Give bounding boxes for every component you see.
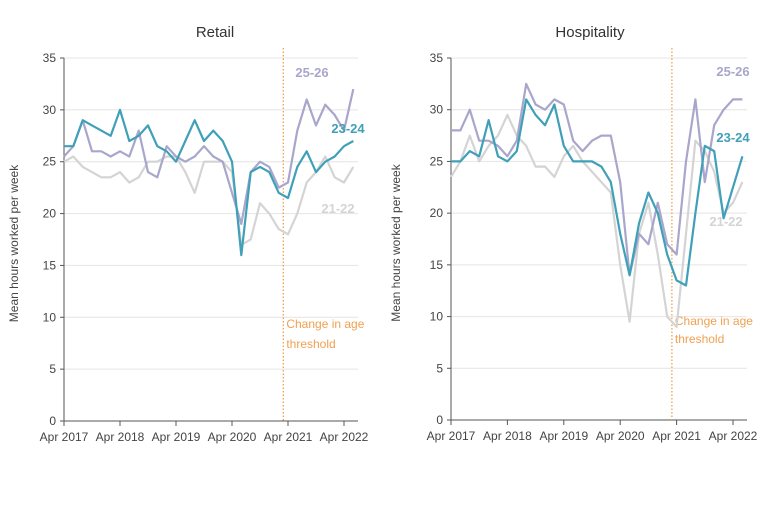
series-label-21-22: 21-22 <box>709 214 742 229</box>
series-line-23-24 <box>64 108 354 257</box>
series-label-21-22: 21-22 <box>321 201 354 216</box>
y-tick-label: 25 <box>43 155 57 169</box>
y-tick-label: 0 <box>436 413 443 427</box>
series-line-21-22 <box>63 155 355 246</box>
y-tick-label: 5 <box>436 361 443 375</box>
x-tick-label: Apr 2022 <box>709 429 758 443</box>
y-axis-label: Mean hours worked per week <box>389 163 403 321</box>
x-tick-label: Apr 2020 <box>208 430 257 444</box>
x-tick-label: Apr 2021 <box>652 429 701 443</box>
threshold-annotation-line1: Change in age <box>286 317 364 331</box>
y-tick-label: 20 <box>43 207 57 221</box>
y-tick-label: 20 <box>430 206 444 220</box>
series-label-23-24: 23-24 <box>716 130 750 145</box>
x-tick-label: Apr 2019 <box>539 429 588 443</box>
y-tick-label: 0 <box>49 414 56 428</box>
hospitality-panel: Hospitality Mean hours worked per week 0 5 1… <box>389 24 758 443</box>
y-tick-label: 30 <box>430 103 444 117</box>
series-label-25-26: 25-26 <box>295 65 328 80</box>
x-tick-label: Apr 2019 <box>152 430 201 444</box>
y-tick-label: 5 <box>49 362 56 376</box>
threshold-annotation-line2: threshold <box>675 332 724 346</box>
chart-title: Retail <box>196 24 234 41</box>
y-tick-label: 10 <box>430 310 444 324</box>
threshold-annotation-line2: threshold <box>286 337 335 351</box>
y-tick-label: 25 <box>430 154 444 168</box>
y-tick-label: 30 <box>43 103 57 117</box>
y-tick-label: 15 <box>430 258 444 272</box>
x-tick-label: Apr 2018 <box>483 429 532 443</box>
y-axis-label: Mean hours worked per week <box>7 164 21 322</box>
series-label-25-26: 25-26 <box>716 64 749 79</box>
chart-title: Hospitality <box>555 24 625 41</box>
x-tick-label: Apr 2022 <box>320 430 369 444</box>
x-tick-label: Apr 2018 <box>96 430 145 444</box>
series-label-23-24: 23-24 <box>331 121 365 136</box>
series-line-25-26 <box>451 82 743 277</box>
x-tick-label: Apr 2017 <box>427 429 476 443</box>
retail-panel: Retail Mean hours worked per week 0 5 10 15 20… <box>7 24 369 444</box>
y-tick-label: 35 <box>43 51 57 65</box>
series-line-25-26 <box>63 88 355 225</box>
y-tick-label: 15 <box>43 258 57 272</box>
y-tick-label: 10 <box>43 310 57 324</box>
threshold-annotation-line1: Change in age <box>675 314 753 328</box>
series-line-21-22 <box>450 113 744 328</box>
x-tick-label: Apr 2021 <box>264 430 313 444</box>
x-tick-label: Apr 2020 <box>596 429 645 443</box>
x-tick-label: Apr 2017 <box>40 430 89 444</box>
series-line-23-24 <box>451 98 744 287</box>
y-tick-label: 35 <box>430 51 444 65</box>
